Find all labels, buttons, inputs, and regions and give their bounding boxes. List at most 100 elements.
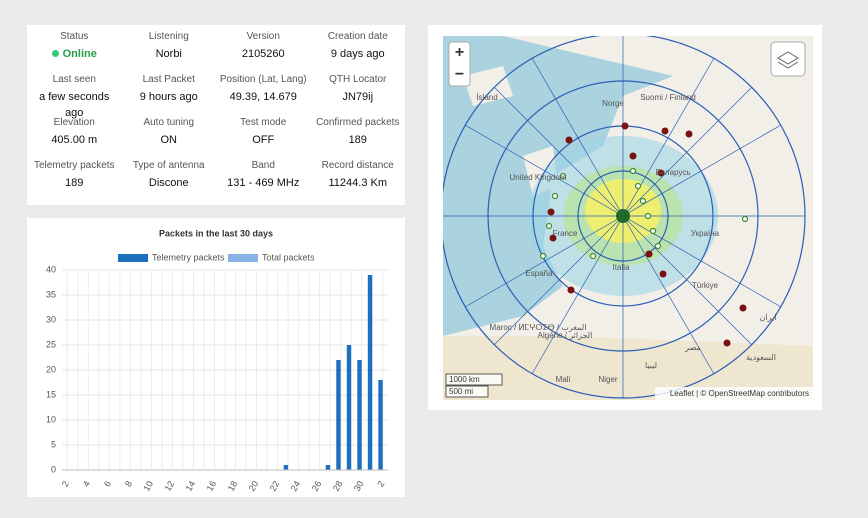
info-value: JN79ij (311, 89, 406, 105)
info-label: Version (246, 31, 280, 42)
place-label: Україна (691, 229, 720, 238)
attribution[interactable]: Leaflet | © OpenStreetMap contributors (670, 389, 809, 398)
info-cell: QTH Locator JN79ij (311, 74, 406, 117)
info-cell: Telemetry packets 189 (27, 160, 122, 203)
info-panel: Status Online Listening Norbi Version 2105260… (27, 25, 405, 205)
bar (378, 380, 383, 470)
x-tick-label: 14 (184, 479, 198, 493)
info-value-text: 49.39, 14.679 (229, 91, 297, 103)
info-value-text: ON (160, 134, 178, 146)
info-label: Auto tuning (143, 117, 195, 128)
chart-panel: Packets in the last 30 days 0 5 10 15 20 25 30… (27, 218, 405, 497)
place-label: Norge (602, 99, 624, 108)
stations (547, 122, 747, 347)
place-label: Algérie / الجزائر (538, 331, 593, 340)
chart-title: Packets in the last 30 days (159, 228, 273, 238)
y-tick-label: 5 (51, 439, 56, 449)
info-label: Telemetry packets (33, 160, 115, 171)
info-label: Elevation (53, 117, 95, 128)
attribution-bg (655, 387, 813, 400)
x-tick-label: 6 (102, 479, 113, 488)
info-value: 189 (311, 132, 406, 148)
info-value-text: JN79ij (342, 91, 374, 103)
info-value: 49.39, 14.679 (216, 89, 311, 105)
info-label: QTH Locator (329, 74, 387, 85)
info-label: Confirmed packets (316, 117, 400, 128)
y-tick-label: 40 (46, 264, 56, 274)
zoom-out[interactable]: − (455, 66, 464, 83)
info-cell: Listening Norbi (122, 31, 217, 74)
info-label: Last seen (52, 74, 96, 85)
place-label: السعودية (746, 353, 776, 362)
info-label: Last Packet (142, 74, 195, 85)
info-value-text: 405.00 m (51, 134, 98, 146)
x-tick-label: 22 (268, 479, 282, 493)
info-value-text: 131 - 469 MHz (227, 177, 300, 189)
info-cell: Position (Lat, Lang) 49.39, 14.679 (216, 74, 311, 117)
place-label: España (525, 269, 553, 278)
x-tick-label: 12 (163, 479, 177, 493)
map-panel: + − 1000 km 500 mi Leaflet | © OpenStree… (428, 25, 822, 410)
info-value: a few seconds ago (27, 89, 122, 121)
place-label: Türkiye (692, 281, 719, 290)
bar (346, 345, 352, 470)
x-tick-label: 2 (375, 479, 386, 488)
info-label: Type of antenna (132, 160, 205, 171)
bar (367, 275, 373, 470)
y-tick-label: 35 (46, 289, 56, 299)
info-label: Listening (148, 31, 189, 42)
place-label: ليبيا (645, 361, 657, 370)
info-value-text: 189 (348, 134, 367, 146)
info-value: OFF (216, 132, 311, 148)
info-label: Status (60, 31, 89, 42)
zoom-control (448, 41, 471, 87)
x-tick-label: 2 (60, 479, 71, 488)
info-label: Band (251, 160, 275, 171)
place-label: Niger (598, 375, 617, 384)
scale-mi (445, 385, 489, 398)
place-label: Maroc / ⵍⵎⵖⵔⵉⴱ / المغرب (490, 323, 587, 332)
info-value: 2105260 (216, 46, 311, 62)
info-value-text: 9 days ago (330, 48, 385, 60)
y-tick-label: 10 (46, 414, 56, 424)
info-label: Creation date (327, 31, 388, 42)
legend-label: Telemetry packets (152, 252, 225, 262)
chart: Packets in the last 30 days 0 5 10 15 20 25 30… (46, 228, 388, 493)
x-tick-label: 20 (247, 479, 261, 493)
info-value-text: Norbi (155, 48, 182, 60)
scale-km-label: 1000 km (449, 375, 480, 384)
info-cell: Last Packet 9 hours ago (122, 74, 217, 117)
place-label: Ísland (476, 93, 497, 102)
desert (443, 336, 813, 400)
bar (357, 360, 362, 470)
info-value-text: 9 hours ago (139, 91, 198, 103)
info-value: 131 - 469 MHz (216, 175, 311, 191)
layers-button[interactable] (770, 41, 806, 77)
x-tick-label: 26 (310, 479, 324, 493)
info-cell: Record distance 11244.3 Km (311, 160, 406, 203)
x-tick-label: 18 (226, 479, 240, 493)
info-value-text: OFF (252, 134, 275, 146)
scale-km (445, 373, 503, 386)
place-label: France (553, 229, 578, 238)
info-cell: Status Online (27, 31, 122, 74)
land (463, 66, 558, 196)
place-label: United Kingdom (510, 173, 567, 182)
info-value-text: Discone (148, 177, 189, 189)
x-tick-label: 28 (331, 479, 345, 493)
info-label: Position (Lat, Lang) (219, 74, 307, 85)
info-cell: Last seen a few seconds ago (27, 74, 122, 119)
info-cell: Confirmed packets 189 (311, 117, 406, 160)
y-tick-label: 30 (46, 314, 56, 324)
zoom-in[interactable]: + (455, 44, 464, 61)
info-value-text: 2105260 (241, 48, 285, 60)
place-label: مصر (684, 343, 701, 352)
bar (325, 465, 331, 470)
info-value: 9 days ago (311, 46, 406, 62)
bar (336, 360, 341, 470)
info-value: Online (27, 46, 122, 62)
info-value-text: a few seconds ago (39, 91, 110, 119)
legend-swatch (118, 254, 148, 262)
x-tick-label: 16 (205, 479, 219, 493)
